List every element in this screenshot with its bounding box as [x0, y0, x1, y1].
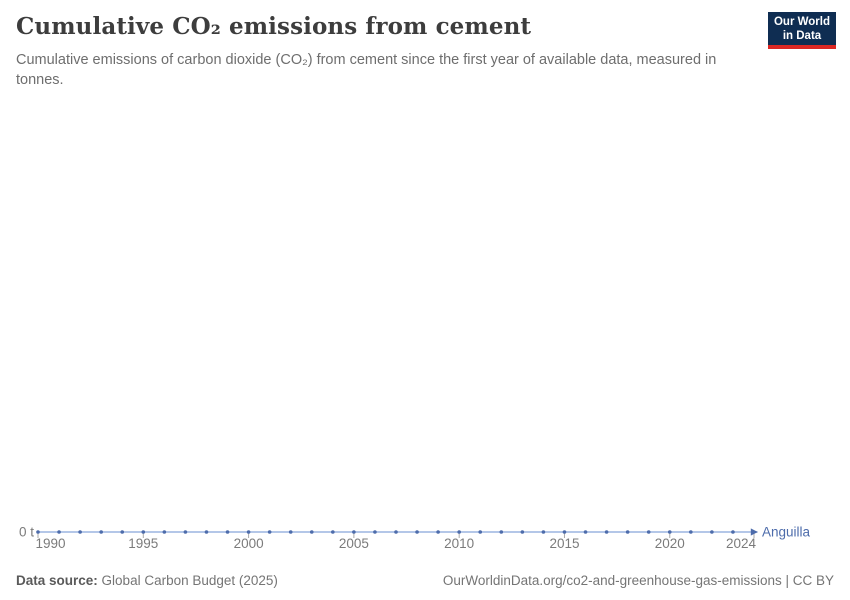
data-point-marker[interactable] — [99, 530, 103, 534]
data-point-marker[interactable] — [457, 530, 461, 534]
data-point-marker[interactable] — [478, 530, 483, 534]
data-point-marker[interactable] — [520, 530, 525, 534]
data-point-marker[interactable] — [288, 530, 293, 534]
x-axis-tick-label: 2015 — [549, 536, 579, 551]
data-point-marker[interactable] — [436, 530, 440, 534]
data-point-marker[interactable] — [667, 530, 672, 534]
data-point-marker[interactable] — [57, 530, 61, 534]
x-axis-tick-label: 2020 — [655, 536, 685, 551]
x-axis-tick-label: 2024 — [726, 536, 757, 551]
data-point-marker[interactable] — [204, 530, 209, 534]
data-point-marker[interactable] — [246, 530, 251, 534]
data-point-marker[interactable] — [625, 530, 630, 534]
data-point-marker[interactable] — [710, 530, 714, 534]
owid-logo-line2: in Data — [782, 29, 822, 42]
data-point-marker[interactable] — [415, 530, 419, 534]
chart-footer: Data source: Global Carbon Budget (2025)… — [16, 573, 834, 588]
data-point-marker[interactable] — [162, 530, 167, 534]
data-point-marker[interactable] — [583, 530, 588, 534]
entity-label-anguilla[interactable]: Anguilla — [762, 525, 811, 540]
data-point-marker[interactable] — [183, 530, 188, 534]
data-source-label: Data source: — [16, 573, 98, 588]
x-axis-tick-label: 1995 — [128, 536, 158, 551]
data-point-marker[interactable] — [373, 530, 377, 534]
line-end-arrow-icon — [750, 528, 758, 536]
data-point-marker[interactable] — [394, 530, 398, 534]
data-point-marker[interactable] — [141, 530, 146, 534]
data-point-marker[interactable] — [731, 530, 735, 534]
owid-logo[interactable]: Our World in Data — [768, 12, 836, 49]
x-axis-tick-label: 2005 — [339, 536, 369, 551]
data-point-marker[interactable] — [36, 530, 40, 534]
owid-logo-line1: Our World — [773, 15, 830, 28]
data-point-marker[interactable] — [499, 530, 504, 534]
footer-link[interactable]: OurWorldinData.org/co2-and-greenhouse-ga… — [442, 573, 834, 588]
chart-subtitle: Cumulative emissions of carbon dioxide (… — [16, 52, 717, 88]
data-point-marker[interactable] — [309, 530, 314, 534]
y-axis-zero-label: 0 t — [19, 525, 34, 540]
data-point-marker[interactable] — [78, 530, 82, 534]
data-point-marker[interactable] — [267, 530, 272, 534]
data-point-marker[interactable] — [225, 530, 230, 534]
data-point-marker[interactable] — [646, 530, 651, 534]
x-axis-tick-label: 1990 — [36, 536, 66, 551]
data-source: Data source: Global Carbon Budget (2025) — [16, 573, 278, 588]
x-axis-tick-label: 2000 — [234, 536, 264, 551]
x-axis-tick-label: 2010 — [444, 536, 474, 551]
data-point-marker[interactable] — [120, 530, 125, 534]
data-point-marker[interactable] — [331, 530, 335, 534]
data-point-marker[interactable] — [604, 530, 609, 534]
data-point-marker[interactable] — [562, 530, 567, 534]
data-point-marker[interactable] — [352, 530, 356, 534]
data-point-marker[interactable] — [541, 530, 546, 534]
data-point-marker[interactable] — [689, 530, 693, 534]
data-source-text: Global Carbon Budget (2025) — [101, 573, 278, 588]
page-title: Cumulative CO₂ emissions from cement — [16, 13, 532, 40]
